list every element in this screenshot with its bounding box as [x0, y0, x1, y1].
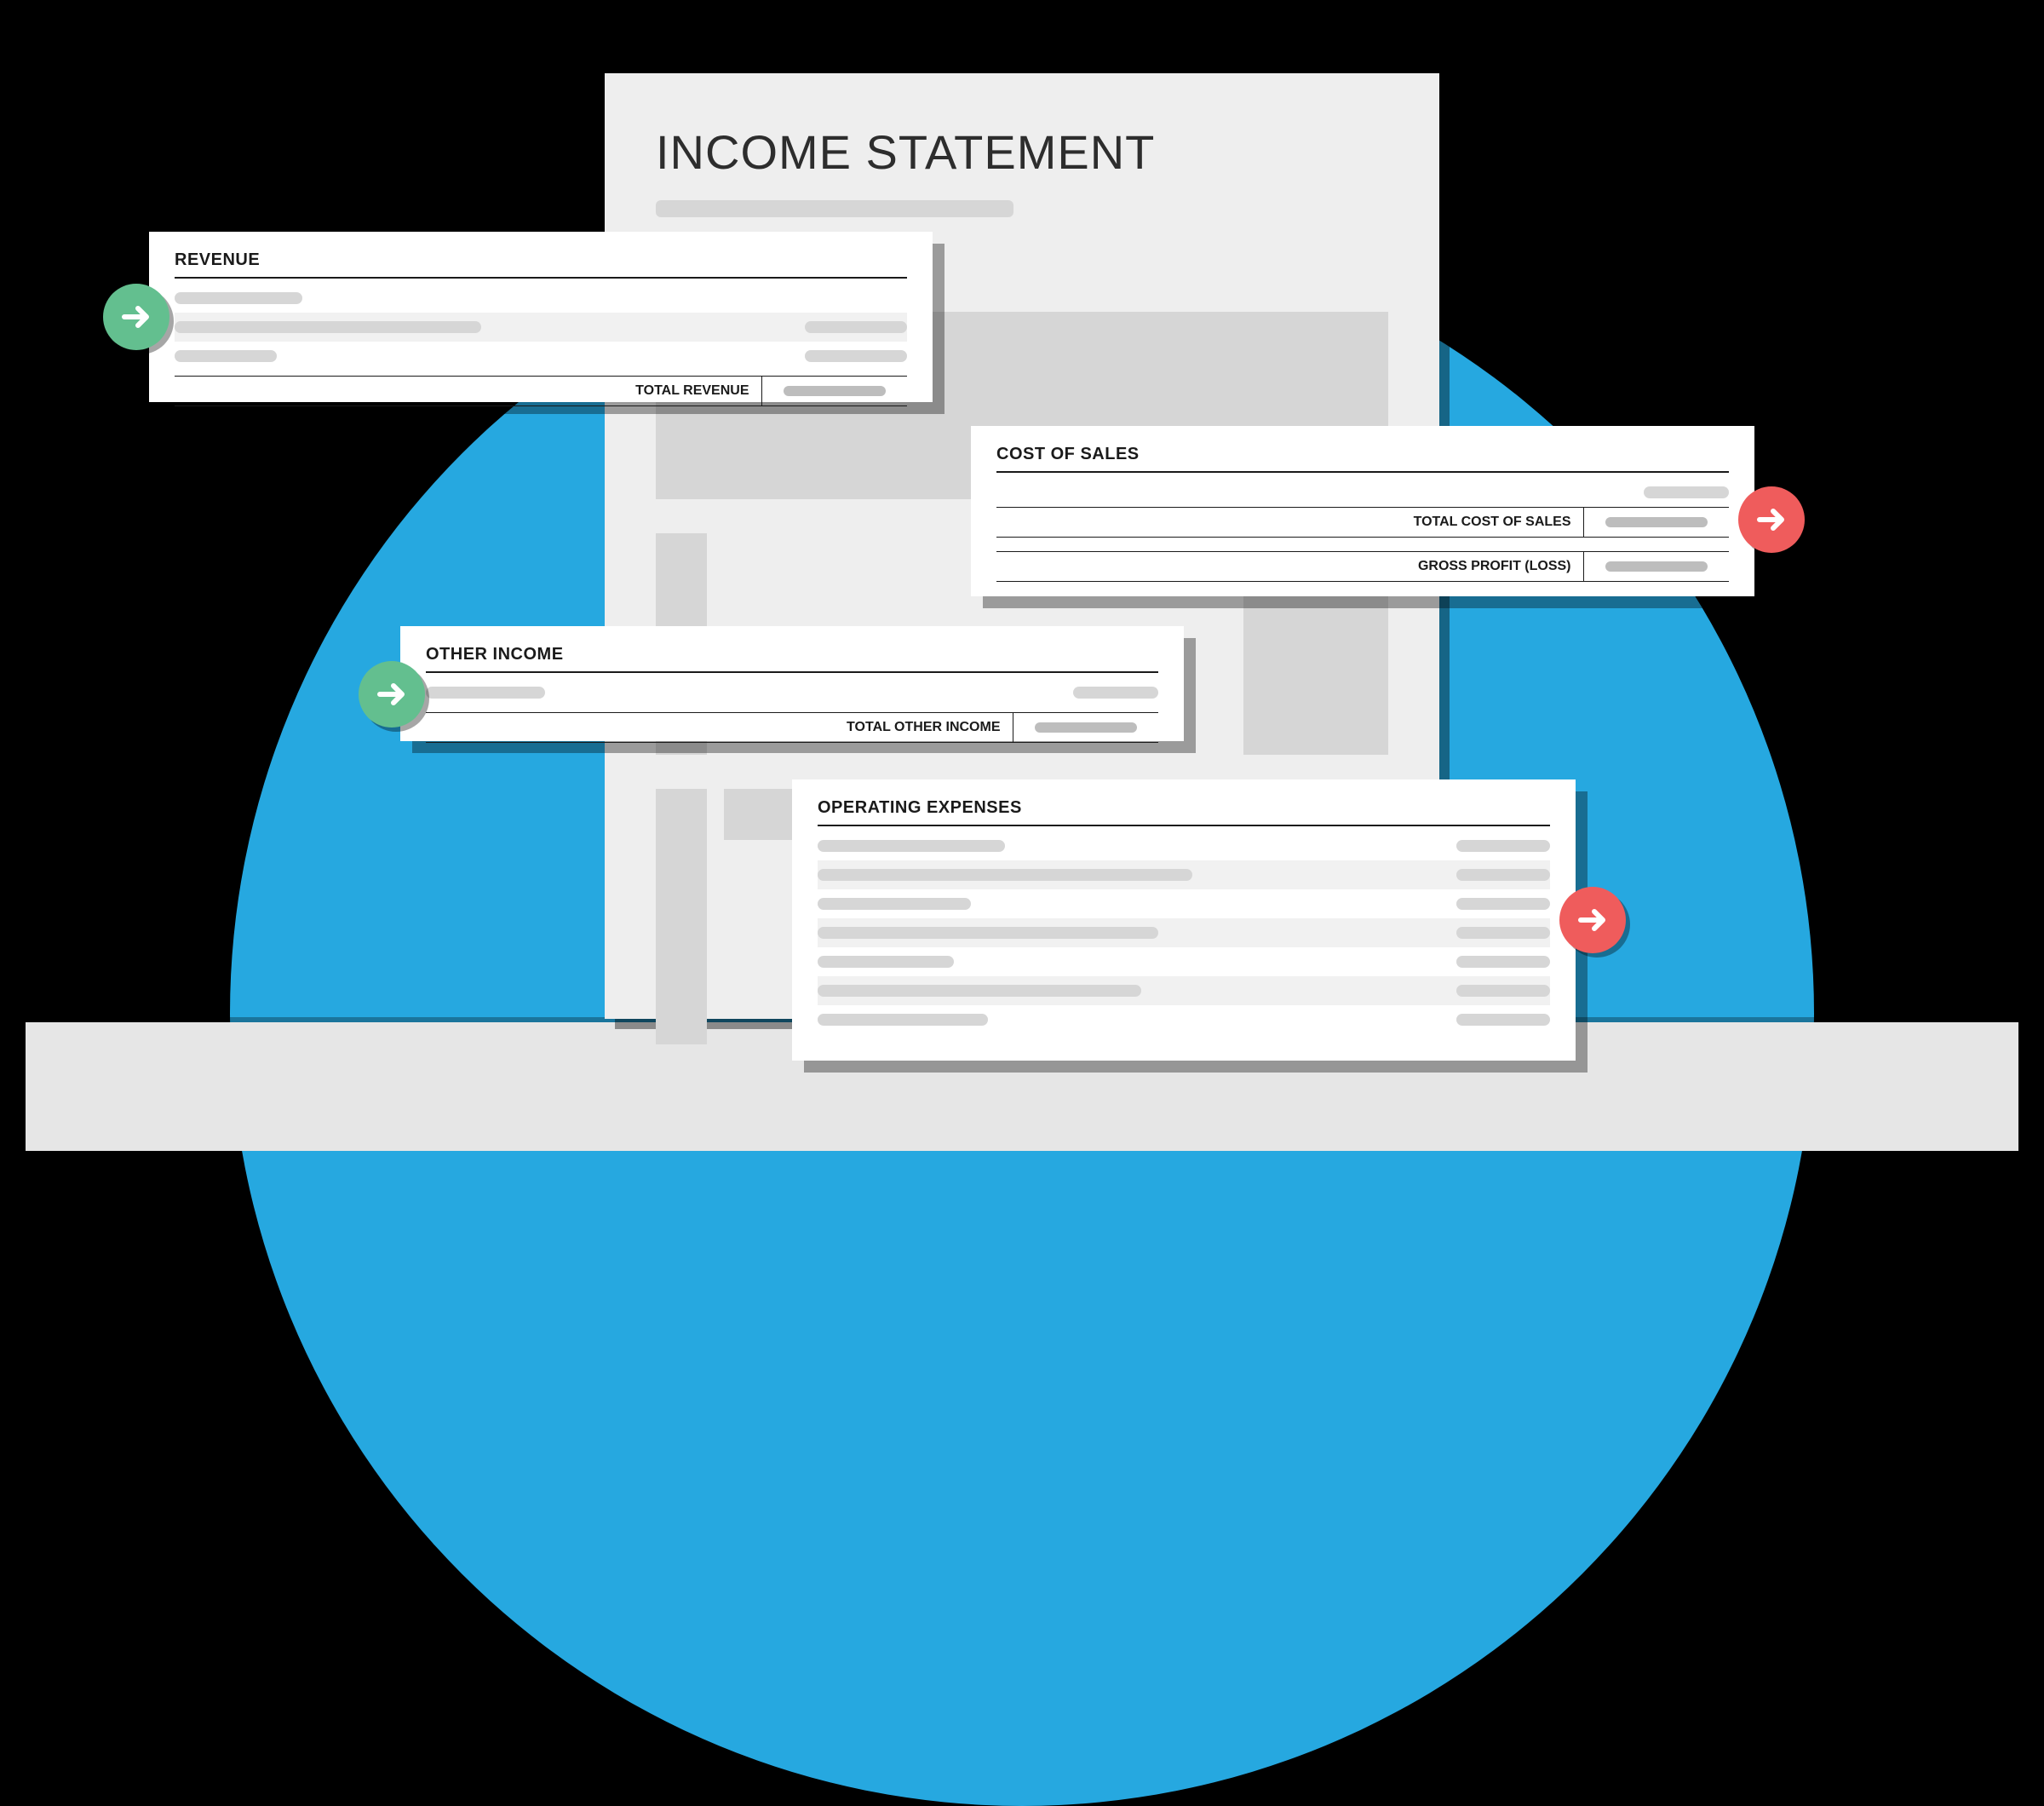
table-row — [818, 918, 1550, 947]
total-row: TOTAL REVENUE — [175, 376, 907, 406]
arrow-right-icon — [1753, 501, 1790, 538]
section-title: OTHER INCOME — [426, 645, 1158, 664]
table-row — [175, 284, 907, 313]
section-title: REVENUE — [175, 250, 907, 270]
document-title: INCOME STATEMENT — [656, 124, 1388, 180]
total-value — [1013, 722, 1158, 733]
placeholder-cell — [818, 869, 1192, 881]
placeholder-cell — [175, 321, 481, 333]
table-row — [175, 342, 907, 371]
table-row — [175, 313, 907, 342]
placeholder-cell — [175, 292, 302, 304]
card-panel: REVENUE TOTAL REVENUE — [149, 232, 933, 402]
revenue-card: REVENUE TOTAL REVENUE — [149, 232, 933, 402]
table-row — [818, 976, 1550, 1005]
card-panel: OPERATING EXPENSES — [792, 779, 1576, 1061]
section-title: OPERATING EXPENSES — [818, 798, 1550, 818]
total-value — [1584, 517, 1729, 527]
placeholder-cell — [1605, 561, 1708, 572]
divider — [426, 671, 1158, 673]
table-row — [818, 1005, 1550, 1034]
table-row — [818, 860, 1550, 889]
placeholder-cell — [1456, 1014, 1550, 1026]
placeholder-cell — [818, 956, 954, 968]
divider — [818, 825, 1550, 826]
divider — [996, 471, 1729, 473]
placeholder-cell — [1035, 722, 1137, 733]
card-panel: OTHER INCOME TOTAL OTHER INCOME — [400, 626, 1184, 741]
total-row: TOTAL OTHER INCOME — [426, 712, 1158, 743]
placeholder-cell — [818, 898, 971, 910]
divider — [175, 277, 907, 279]
placeholder-cell — [1456, 956, 1550, 968]
other-income-card: OTHER INCOME TOTAL OTHER INCOME — [400, 626, 1184, 741]
placeholder-cell — [1456, 985, 1550, 997]
placeholder-cell — [805, 350, 907, 362]
placeholder-cell — [805, 321, 907, 333]
section-title: COST OF SALES — [996, 445, 1729, 464]
arrow-badge-red — [1559, 887, 1626, 953]
placeholder-cell — [1456, 927, 1550, 939]
table-row — [996, 478, 1729, 507]
arrow-badge-red — [1738, 486, 1805, 553]
arrow-right-icon — [373, 676, 411, 713]
total-label: TOTAL REVENUE — [635, 383, 761, 399]
placeholder-cell — [175, 350, 277, 362]
total-value — [1584, 561, 1729, 572]
arrow-right-icon — [118, 298, 155, 336]
placeholder-cell — [818, 840, 1005, 852]
table-row — [818, 947, 1550, 976]
placeholder-cell — [1456, 898, 1550, 910]
placeholder-cell — [818, 1014, 988, 1026]
placeholder-cell — [1456, 869, 1550, 881]
total-value — [762, 386, 907, 396]
placeholder-cell — [1073, 687, 1158, 699]
total-label: TOTAL COST OF SALES — [1414, 515, 1583, 530]
arrow-badge-green — [359, 661, 425, 728]
doc-placeholder-block — [656, 789, 707, 1044]
placeholder-cell — [818, 985, 1141, 997]
arrow-badge-green — [103, 284, 169, 350]
placeholder-cell — [426, 687, 545, 699]
arrow-right-icon — [1574, 901, 1611, 939]
placeholder-cell — [1644, 486, 1729, 498]
total-row: TOTAL COST OF SALES — [996, 507, 1729, 538]
table-row — [426, 678, 1158, 707]
cost-of-sales-card: COST OF SALES TOTAL COST OF SALES GROSS … — [971, 426, 1754, 596]
placeholder-cell — [1456, 840, 1550, 852]
placeholder-cell — [818, 927, 1158, 939]
table-row — [818, 831, 1550, 860]
placeholder-cell — [1605, 517, 1708, 527]
doc-placeholder-line — [656, 200, 1013, 217]
gross-profit-label: GROSS PROFIT (LOSS) — [1418, 559, 1583, 574]
card-panel: COST OF SALES TOTAL COST OF SALES GROSS … — [971, 426, 1754, 596]
placeholder-cell — [784, 386, 886, 396]
table-row — [818, 889, 1550, 918]
total-label: TOTAL OTHER INCOME — [847, 720, 1012, 735]
operating-expenses-card: OPERATING EXPENSES — [792, 779, 1576, 1061]
gross-profit-row: GROSS PROFIT (LOSS) — [996, 551, 1729, 582]
